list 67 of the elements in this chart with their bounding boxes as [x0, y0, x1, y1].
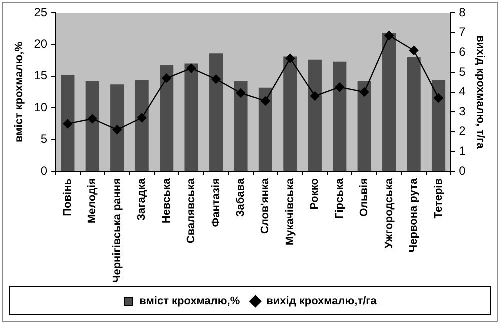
x-tick-label: Тетерів — [432, 178, 445, 219]
x-tick-label: Загадка — [136, 178, 148, 221]
x-tick-label: Забава — [235, 178, 248, 218]
y2-tick-label: 3 — [459, 104, 466, 118]
bar — [61, 75, 75, 172]
y-tick-label: 10 — [34, 100, 48, 114]
y-tick-label: 25 — [34, 5, 48, 20]
x-tick-label: Мелодія — [86, 178, 99, 224]
y2-tick-label: 1 — [459, 144, 466, 158]
x-tick-label: Чернігівська рання — [111, 178, 124, 284]
point — [236, 88, 246, 98]
point — [261, 96, 270, 106]
point — [335, 82, 344, 92]
y2-tick-label: 6 — [459, 44, 466, 59]
y-tick-label: 15 — [34, 68, 48, 83]
bar — [308, 60, 322, 172]
point — [310, 92, 320, 101]
y2-axis-title: вихід крохмалю, т/га — [474, 36, 486, 150]
point — [360, 88, 370, 97]
x-tick-label: Невська — [160, 178, 173, 224]
y2-tick-label: 0 — [459, 164, 466, 178]
legend-label: вміст крохмалю,% — [140, 296, 240, 308]
bar — [258, 88, 272, 172]
x-tick-label: Фантазія — [210, 178, 222, 228]
x-tick-label: Слов'янка — [260, 178, 272, 234]
point — [212, 74, 221, 84]
bar — [333, 62, 347, 172]
y-tick-label: 5 — [40, 132, 48, 146]
x-tick-label: Ужгородська — [383, 178, 396, 249]
bar — [432, 80, 446, 172]
bar — [184, 64, 198, 172]
point — [286, 54, 296, 64]
point — [434, 94, 444, 103]
y-tick-label: 0 — [40, 164, 48, 178]
x-tick-label: Ольвія — [358, 178, 371, 217]
bar — [407, 57, 421, 172]
x-tick-label: Повінь — [62, 178, 74, 216]
point — [186, 64, 196, 74]
bar — [284, 56, 298, 172]
bar — [86, 81, 100, 172]
legend-label: вихід крохмалю,т/га — [266, 296, 378, 308]
bar — [358, 81, 372, 172]
bar — [234, 81, 248, 172]
point — [63, 119, 73, 129]
y2-tick-label: 2 — [459, 124, 466, 138]
x-tick-label: Гірська — [334, 178, 346, 220]
y2-tick-label: 4 — [459, 84, 466, 99]
y2-tick-label: 5 — [459, 64, 466, 79]
point — [112, 125, 122, 134]
y-tick-label: 20 — [34, 37, 48, 52]
bar — [135, 80, 149, 172]
x-tick-label: Червона рута — [408, 178, 420, 253]
bar — [209, 54, 224, 172]
bar — [110, 84, 124, 172]
y2-tick-label: 8 — [459, 5, 466, 20]
point — [384, 31, 394, 40]
bar — [382, 33, 396, 172]
y-axis-title: вміст крохмалю,% — [14, 42, 26, 143]
x-tick-label: Мукачівська — [284, 178, 296, 246]
x-tick-label: Рокко — [309, 178, 322, 210]
point — [88, 114, 98, 124]
y2-tick-label: 7 — [459, 25, 466, 40]
bar — [160, 64, 174, 172]
point — [409, 46, 419, 56]
point — [162, 74, 172, 83]
x-tick-label: Свалявська — [186, 178, 198, 244]
point — [137, 113, 147, 123]
